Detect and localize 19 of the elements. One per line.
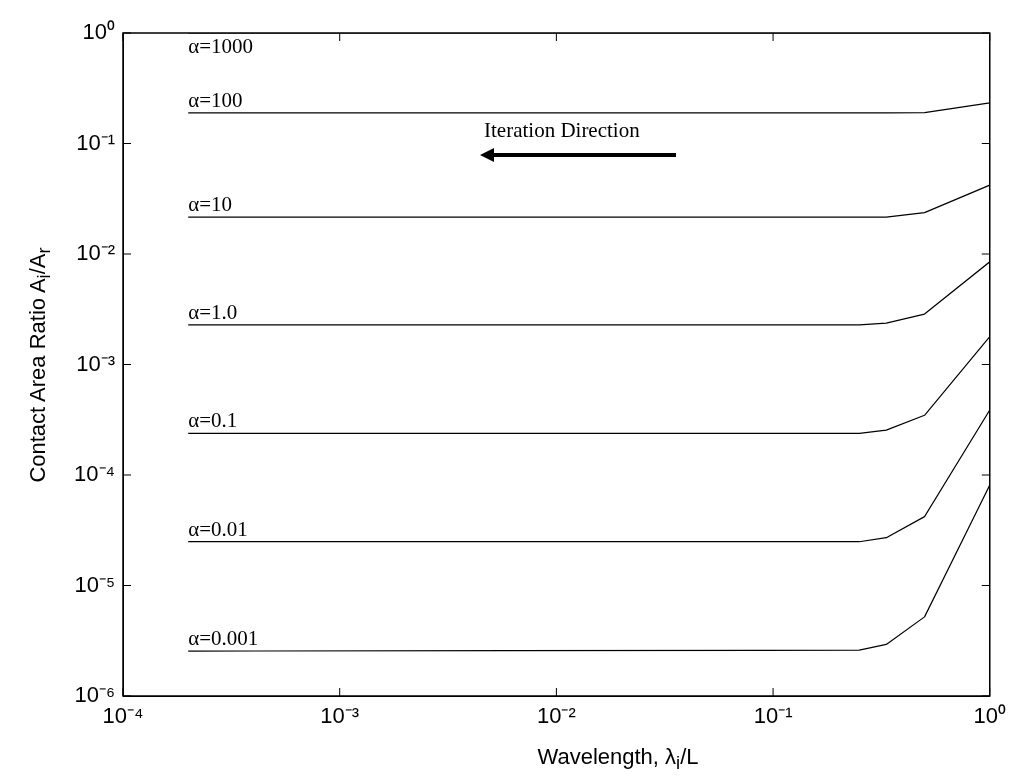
y-tick-label: 10⁰ [82, 19, 115, 45]
series-label: α=0.1 [188, 408, 238, 433]
y-tick-label: 10⁻² [76, 240, 115, 266]
y-tick-label: 10⁻⁴ [74, 461, 115, 487]
x-tick-label: 10⁻³ [320, 703, 360, 729]
y-tick-label: 10⁻⁵ [74, 571, 115, 597]
x-tick-label: 10⁻¹ [753, 703, 793, 729]
series-label: α=0.01 [188, 516, 248, 541]
x-tick-label: 10⁻² [536, 703, 576, 729]
series-label: α=100 [188, 87, 243, 112]
series-label: α=1000 [188, 34, 254, 59]
x-tick-label: 10⁰ [973, 703, 1007, 729]
y-tick-label: 10⁻³ [76, 350, 115, 376]
annotation: Iteration Direction [484, 118, 640, 143]
series-label: α=10 [188, 192, 233, 217]
x-axis-title: Wavelength, λ$_{i}$/L [537, 744, 699, 775]
series-label: α=1.0 [188, 299, 238, 324]
series-label: α=0.001 [188, 626, 259, 651]
y-tick-label: 10⁻¹ [76, 129, 115, 155]
